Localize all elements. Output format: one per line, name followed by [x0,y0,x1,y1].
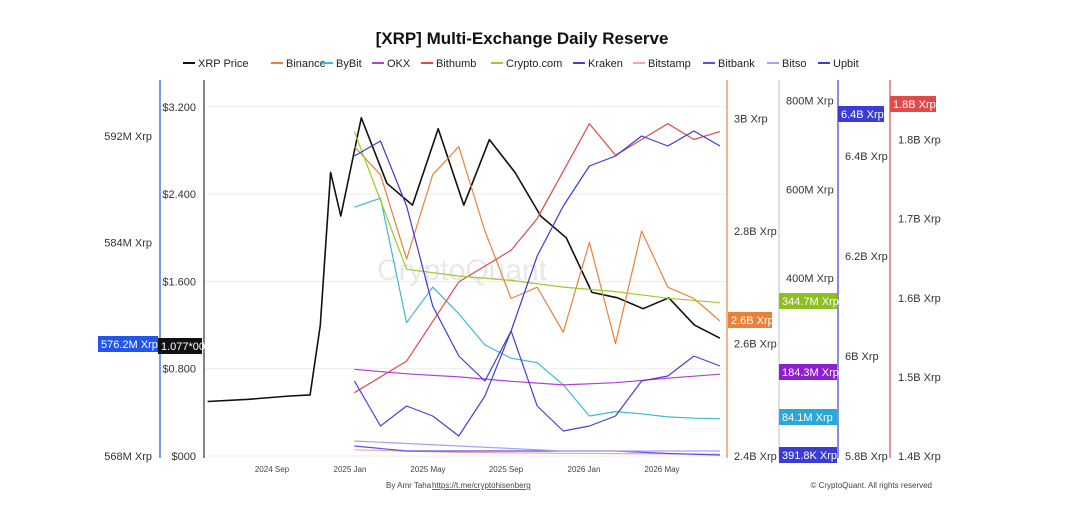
series-line-bybit [354,197,721,420]
legend-label-crypto-com[interactable]: Crypto.com [506,58,562,70]
price-axis-tick: $0.800 [162,364,196,376]
right-4-axis-tick: 1.4B Xrp [898,451,941,463]
price-axis-tick: $1.600 [162,276,196,288]
badge-bithumb: 1.8B Xrp [890,96,936,112]
badge-crypto-com: 344.7M Xrp [779,293,839,309]
right-3-axis-tick: 6B Xrp [845,351,879,363]
legend-label-binance[interactable]: Binance [286,58,326,70]
legend-label-upbit[interactable]: Upbit [833,58,859,70]
series-line-bithumb [354,123,721,394]
badge-price-label: 1.077*00 [161,341,205,353]
badge-bithumb-label: 1.8B Xrp [893,99,936,111]
x-axis-tick: 2025 May [410,465,445,474]
badge-okx-bg [779,364,837,380]
chart-title: [XRP] Multi-Exchange Daily Reserve [376,29,669,48]
badge-upbit-label: 6.4B Xrp [841,109,884,121]
legend-label-bybit[interactable]: ByBit [336,58,362,70]
footer-author: By Amr Taha [386,481,432,490]
badge-price-bg [158,338,202,354]
right-2-axis-tick: 400M Xrp [786,273,834,285]
x-axis-tick: 2024 Sep [255,465,290,474]
badge-right-1-bg [728,312,772,328]
series-line-crypto-com [353,131,721,304]
badge-crypto-com-label: 344.7M Xrp [782,296,839,308]
series-line-bitbank [354,445,721,456]
badge-bybit-bg [779,409,837,425]
left-outer-axis-tick: 592M Xrp [104,131,152,143]
series-line-binance [353,146,721,345]
axes: 592M Xrp 584M Xrp 568M Xrp $3.200 $2.400 $1.6… [104,80,941,474]
badge-upbit: 6.4B Xrp [838,106,884,122]
badge-bitbank: 391.8K Xrp [779,447,837,463]
badge-upbit-bg [838,106,884,122]
x-axis-tick: 2025 Sep [489,465,524,474]
right-1-axis-tick: 2.6B Xrp [734,339,777,351]
footer-copyright: © CryptoQuant. All rights reserved [811,481,933,490]
right-2-axis-tick: 800M Xrp [786,95,834,107]
badge-okx-label: 184.3M Xrp [782,367,839,379]
badge-right-1: 2.6B Xrp [728,312,774,328]
right-1-axis-tick: 3B Xrp [734,114,768,126]
legend-label-bithumb[interactable]: Bithumb [436,58,476,70]
legend: XRP Price Binance ByBit OKX Bithumb Crypto.co… [183,58,859,70]
badge-right-1-label: 2.6B Xrp [731,315,774,327]
right-3-axis-tick: 5.8B Xrp [845,451,888,463]
series-line-kraken [353,330,721,437]
badge-bybit: 84.1M Xrp [779,409,837,425]
right-1-axis-tick: 2.4B Xrp [734,451,777,463]
badge-bybit-label: 84.1M Xrp [782,412,833,424]
x-axis-tick: 2026 Jan [568,465,601,474]
badge-left-outer-bg [98,336,158,352]
right-4-axis-tick: 1.7B Xrp [898,214,941,226]
badge-price: 1.077*00 [158,338,205,354]
right-3-axis-tick: 6.4B Xrp [845,151,888,163]
price-axis-tick: $3.200 [162,102,196,114]
right-3-axis-tick: 6.2B Xrp [845,251,888,263]
legend-label-kraken[interactable]: Kraken [588,58,623,70]
legend-label-bitstamp[interactable]: Bitstamp [648,58,691,70]
badge-bitbank-bg [779,447,837,463]
right-4-axis-tick: 1.5B Xrp [898,372,941,384]
badge-okx: 184.3M Xrp [779,364,839,380]
left-outer-axis-tick: 584M Xrp [104,238,152,250]
badge-crypto-com-bg [779,293,837,309]
value-badges: 576.2M Xrp 1.077*00 2.6B Xrp 344.7M Xrp 184.… [98,96,936,463]
footer-link[interactable]: https://t.me/cryptohisenberg [432,481,531,490]
legend-label-xrp-price[interactable]: XRP Price [198,58,249,70]
series-line-upbit [354,130,721,382]
badge-bitbank-label: 391.8K Xrp [782,450,837,462]
legend-label-bitbank[interactable]: Bitbank [718,58,755,70]
right-4-axis-tick: 1.6B Xrp [898,293,941,305]
price-axis-tick: $000 [172,451,196,463]
x-axis-tick: 2026 May [644,465,679,474]
x-axis-tick: 2025 Jan [334,465,367,474]
badge-left-outer-label: 576.2M Xrp [101,339,158,351]
badge-left-outer: 576.2M Xrp [98,336,158,352]
right-1-axis-tick: 2.8B Xrp [734,226,777,238]
price-axis-tick: $2.400 [162,189,196,201]
series-line-xrp-price [207,117,721,403]
legend-label-bitso[interactable]: Bitso [782,58,806,70]
left-outer-axis-tick: 568M Xrp [104,451,152,463]
series-layer [207,117,721,456]
series-line-bitso [354,440,720,452]
badge-bithumb-bg [890,96,936,112]
right-2-axis-tick: 600M Xrp [786,184,834,196]
right-4-axis-tick: 1.8B Xrp [898,135,941,147]
legend-label-okx[interactable]: OKX [387,58,411,70]
series-line-okx [354,368,721,386]
